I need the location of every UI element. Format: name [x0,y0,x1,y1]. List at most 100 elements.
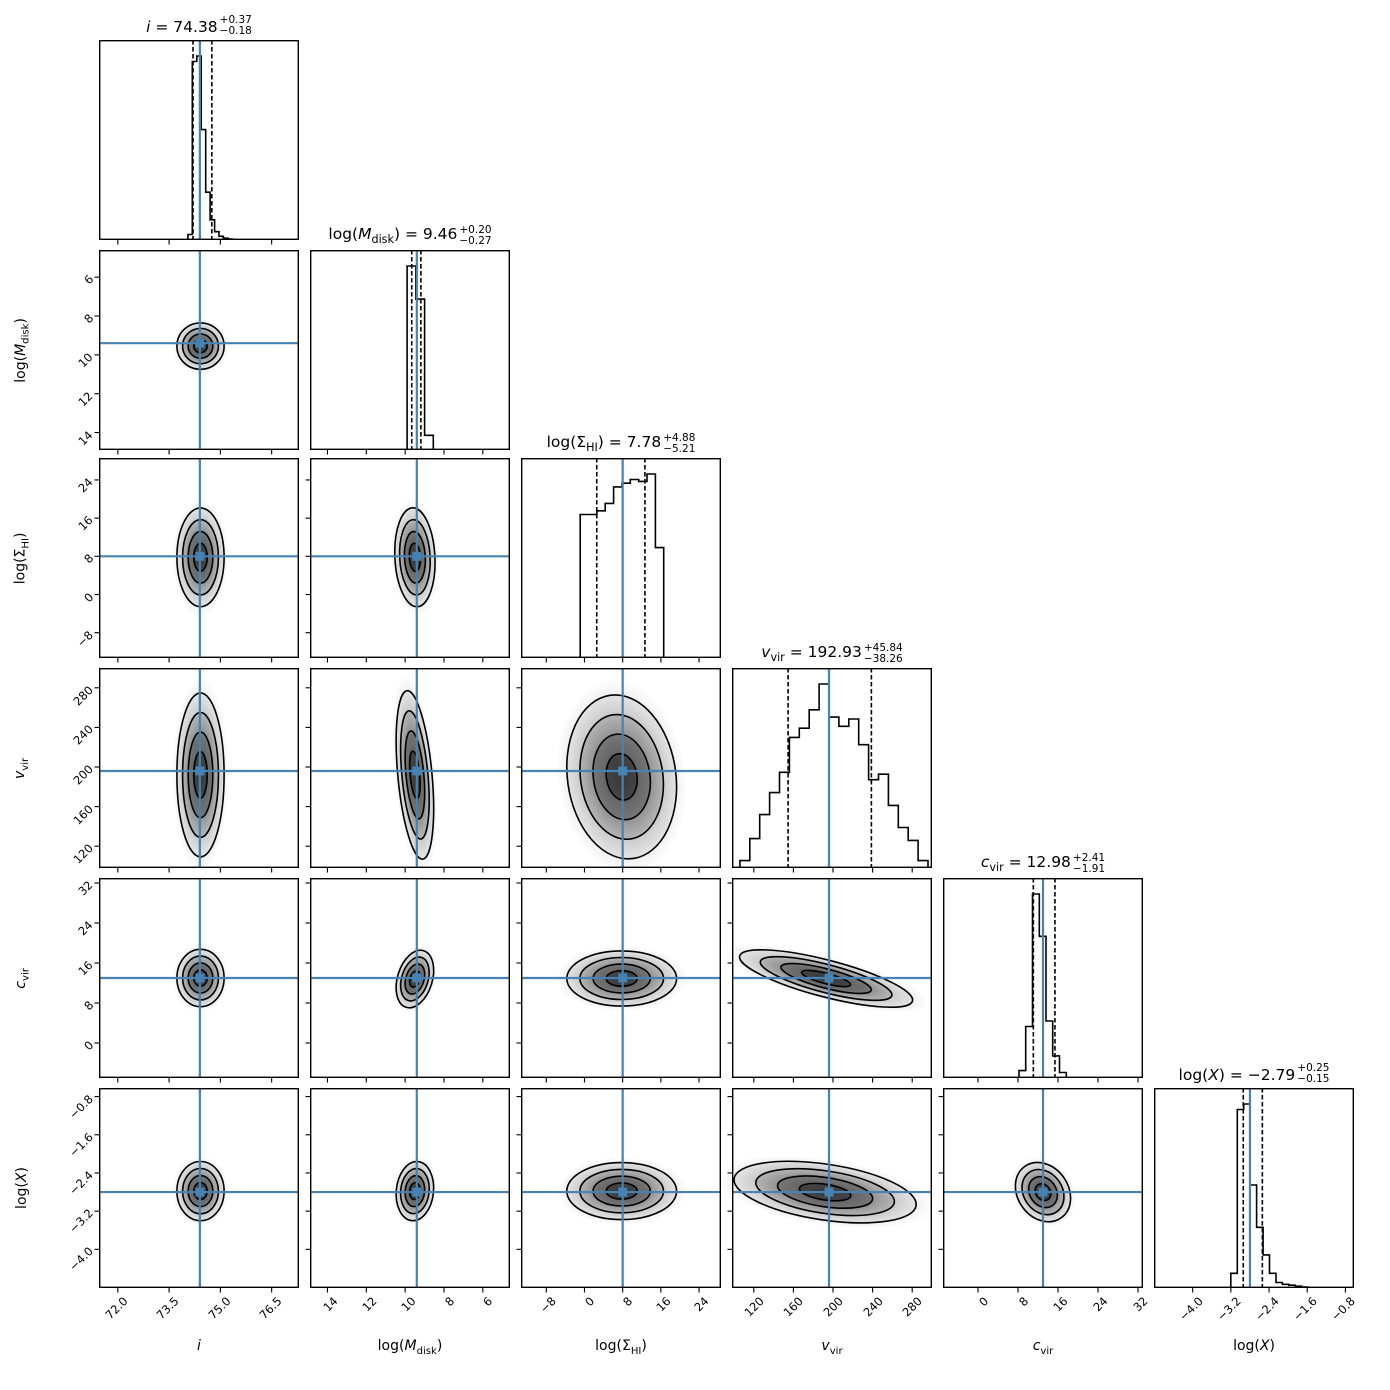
truth-marker [824,973,834,983]
truth-marker [412,1187,422,1197]
contour-panel-log_Sigma_HI-vs-log_M_disk [305,457,511,663]
panel-spine [520,667,722,869]
contour-svg-v_vir-vs-log_Sigma_HI [516,667,722,875]
contour-svg-log_M_disk-vs-i [94,249,300,455]
contour-panel-log_X-vs-v_vir [716,1087,935,1293]
panel-spine [309,1087,511,1289]
truth-marker [824,1187,834,1197]
panel-spine [98,877,300,1079]
histogram-svg-i [98,39,300,245]
title-text-log_X: log(X) = −2.79 [1178,1065,1296,1084]
panel-spine [98,249,300,451]
title-uncertainty-i: +0.37 −0.18 [219,13,252,38]
histogram-svg-log_X [1153,1087,1355,1293]
y-axis-label-log_Sigma_HI: log(ΣHI) [12,532,32,584]
panel-spine [309,667,511,869]
panel-spine [520,1087,722,1289]
contour-panel-log_M_disk-vs-i [94,249,300,455]
title-text-c_vir: cvir = 12.98 [980,852,1071,874]
histogram-svg-log_M_disk [309,249,511,455]
panel-spine [98,1087,300,1289]
title-log_X: log(X) = −2.79 +0.25 −0.15 [1109,1056,1390,1086]
panel-spine [98,39,300,241]
panel-spine [520,457,722,659]
contour-panel-log_X-vs-log_M_disk [305,1087,511,1293]
title-text-v_vir: vvir = 192.93 [761,642,862,664]
panel-spine [1153,1087,1355,1289]
diagonal-histogram-log_X [1153,1087,1355,1293]
title-v_vir: vvir = 192.93 +45.84 −38.26 [687,636,977,666]
panel-spine [98,457,300,659]
truth-marker [618,973,628,983]
diagonal-histogram-v_vir [731,667,933,873]
title-c_vir: cvir = 12.98 +2.41 −1.91 [898,846,1188,876]
panel-spine [98,667,300,869]
panel-spine [942,877,1144,1079]
title-i: i = 74.38 +0.37 −0.18 [54,8,344,38]
y-axis-label-c_vir: cvir [12,967,32,989]
contour-svg-log_Sigma_HI-vs-i [94,457,300,663]
histogram-steps-i [187,55,234,240]
panel-spine [309,877,511,1079]
truth-marker [412,973,422,983]
panel-spine [309,249,511,451]
x-axis-label-v_vir: vvir [821,1338,843,1357]
diagonal-histogram-log_Sigma_HI [520,457,722,663]
panel-spine [731,1087,933,1289]
title-uncertainty-v_vir: +45.84 −38.26 [863,641,903,666]
histogram-steps-log_X [1230,1103,1309,1288]
contour-panel-c_vir-vs-v_vir [722,877,933,1083]
title-uncertainty-c_vir: +2.41 −1.91 [1072,851,1106,876]
truth-marker [618,1187,628,1197]
contour-panel-log_X-vs-c_vir [938,1087,1144,1293]
diagonal-histogram-log_M_disk [309,249,511,455]
truth-marker [195,551,205,561]
panel-spine [942,1087,1144,1289]
contour-panel-log_Sigma_HI-vs-i [94,457,300,663]
contour-svg-c_vir-vs-log_Sigma_HI [516,877,722,1083]
contour-svg-log_X-vs-i [94,1087,300,1293]
title-log_M_disk: log(Mdisk) = 9.46 +0.20 −0.27 [265,218,555,248]
panel-spine [731,877,933,1079]
x-axis-label-c_vir: cvir [1032,1338,1054,1357]
y-axis-label-log_M_disk: log(Mdisk) [12,317,32,383]
panel-spine [731,667,933,869]
histogram-steps-v_vir [739,683,929,868]
contour-svg-log_X-vs-log_Sigma_HI [516,1087,722,1293]
contour-panel-v_vir-vs-log_M_disk [305,667,511,876]
truth-marker [195,973,205,983]
contour-svg-log_X-vs-c_vir [938,1087,1144,1293]
contour-panel-v_vir-vs-i [94,667,300,873]
diagonal-histogram-c_vir [942,877,1144,1083]
contour-panel-log_X-vs-i [94,1087,300,1293]
contour-svg-c_vir-vs-i [94,877,300,1083]
truth-marker [195,338,205,348]
panel-spine [520,877,722,1079]
truth-marker [195,1187,205,1197]
contour-svg-v_vir-vs-log_M_disk [305,667,511,876]
title-text-i: i = 74.38 [146,17,218,36]
truth-marker [412,766,422,776]
x-axis-label-log_X: log(X) [1233,1338,1275,1354]
title-text-log_Sigma_HI: log(ΣHI) = 7.78 [546,432,662,454]
truth-marker [195,766,205,776]
title-text-log_M_disk: log(Mdisk) = 9.46 [328,224,458,246]
title-log_Sigma_HI: log(ΣHI) = 7.78 +4.88 −5.21 [476,426,766,456]
x-axis-label-log_M_disk: log(Mdisk) [377,1338,443,1357]
contour-svg-v_vir-vs-i [94,667,300,873]
title-uncertainty-log_M_disk: +0.20 −0.27 [459,223,492,248]
contour-panel-c_vir-vs-log_Sigma_HI [516,877,722,1083]
diagonal-histogram-i [98,39,300,245]
contour-svg-log_X-vs-log_M_disk [305,1087,511,1293]
histogram-svg-c_vir [942,877,1144,1083]
title-uncertainty-log_X: +0.25 −0.15 [1297,1061,1330,1086]
contour-svg-log_X-vs-v_vir [716,1087,935,1293]
x-axis-label-log_Sigma_HI: log(ΣHI) [595,1338,647,1357]
contour-panel-c_vir-vs-log_M_disk [305,877,511,1083]
histogram-svg-v_vir [731,667,933,873]
x-axis-label-i: i [197,1338,201,1354]
y-axis-label-log_X: log(X) [14,1167,30,1209]
truth-marker [412,551,422,561]
contour-svg-c_vir-vs-v_vir [722,877,933,1083]
title-uncertainty-log_Sigma_HI: +4.88 −5.21 [663,431,696,456]
